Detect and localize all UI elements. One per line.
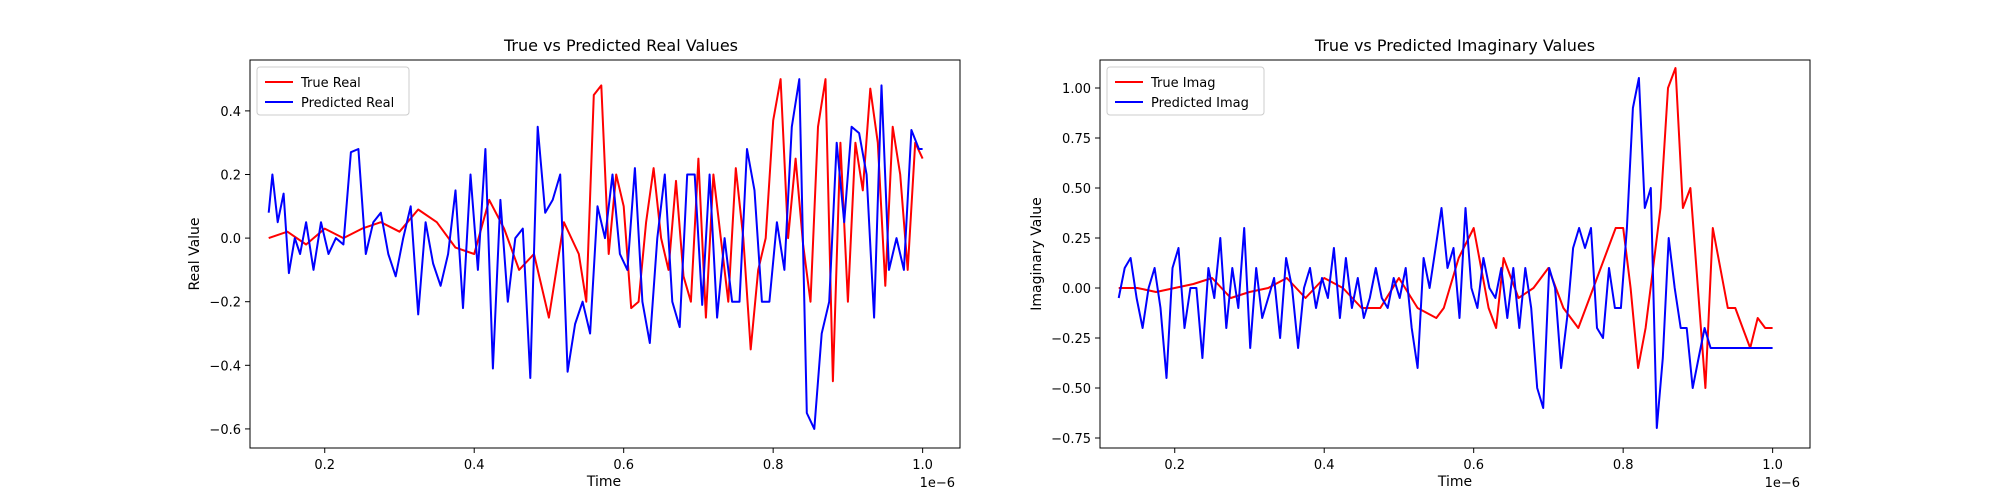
series-group [1117, 67, 1773, 429]
x-tick-label: 0.4 [464, 458, 485, 473]
y-tick-label: 0.0 [220, 232, 241, 247]
chart-title: True vs Predicted Imaginary Values [1314, 36, 1595, 55]
x-tick-label: 0.8 [1613, 458, 1634, 473]
y-tick-label: 0.2 [220, 168, 241, 183]
axes-frame [1099, 59, 1811, 449]
chart-real: True vs Predicted Real Values 0.2 0.4 0.6 0… [187, 36, 961, 491]
y-tick-label: −0.25 [1051, 332, 1091, 347]
x-offset-label: 1e−6 [920, 476, 955, 491]
legend-box [256, 66, 410, 116]
y-tick-label: 0.4 [220, 105, 241, 120]
legend-label: Predicted Real [301, 96, 394, 111]
legend-label: True Real [300, 76, 361, 91]
x-tick-label: 0.6 [1463, 458, 1484, 473]
y-tick-label: −0.6 [209, 423, 241, 438]
y-tick-label: −0.2 [209, 296, 241, 311]
y-tick-label: 0.00 [1062, 282, 1091, 297]
x-tick-label: 1.0 [912, 458, 933, 473]
legend: True Real Predicted Real [256, 66, 410, 116]
y-tick-label: 0.75 [1062, 132, 1091, 147]
x-tick-label: 0.6 [613, 458, 634, 473]
y-tick-label: −0.50 [1051, 382, 1091, 397]
series-line-predicted [267, 78, 923, 430]
x-axis-label: Time [586, 474, 621, 490]
chart-imag: True vs Predicted Imaginary Values 0.2 0.… [1029, 36, 1811, 491]
plot-area: 0.2 0.4 0.6 0.8 1.0 −0.6 −0.4 −0.2 0.0 0.2 0.4 True… [209, 59, 961, 473]
chart-title: True vs Predicted Real Values [503, 36, 738, 55]
series-line-true [268, 78, 924, 383]
plot-area: 0.2 0.4 0.6 0.8 1.0 −0.75 −0.50 −0.25 0.00 0.25 0.… [1051, 59, 1811, 473]
x-tick-label: 0.2 [314, 458, 335, 473]
x-tick-label: 1.0 [1762, 458, 1783, 473]
y-tick-label: 1.00 [1062, 82, 1091, 97]
x-axis-label: Time [1437, 474, 1472, 490]
y-axis-label: Imaginary Value [1029, 197, 1045, 311]
legend-box [1106, 66, 1265, 116]
axes-frame [249, 59, 961, 449]
x-offset-label: 1e−6 [1765, 476, 1800, 491]
series-group [267, 78, 924, 430]
x-tick-label: 0.4 [1314, 458, 1335, 473]
y-tick-label: −0.75 [1051, 432, 1091, 447]
series-line-predicted [1117, 77, 1773, 429]
y-tick-label: −0.4 [209, 359, 241, 374]
legend-label: True Imag [1150, 76, 1215, 91]
x-tick-label: 0.2 [1164, 458, 1185, 473]
legend-label: Predicted Imag [1151, 96, 1249, 111]
x-tick-label: 0.8 [763, 458, 784, 473]
legend: True Imag Predicted Imag [1106, 66, 1265, 116]
y-axis-label: Real Value [187, 217, 203, 290]
y-tick-label: 0.50 [1062, 182, 1091, 197]
y-tick-label: 0.25 [1062, 232, 1091, 247]
